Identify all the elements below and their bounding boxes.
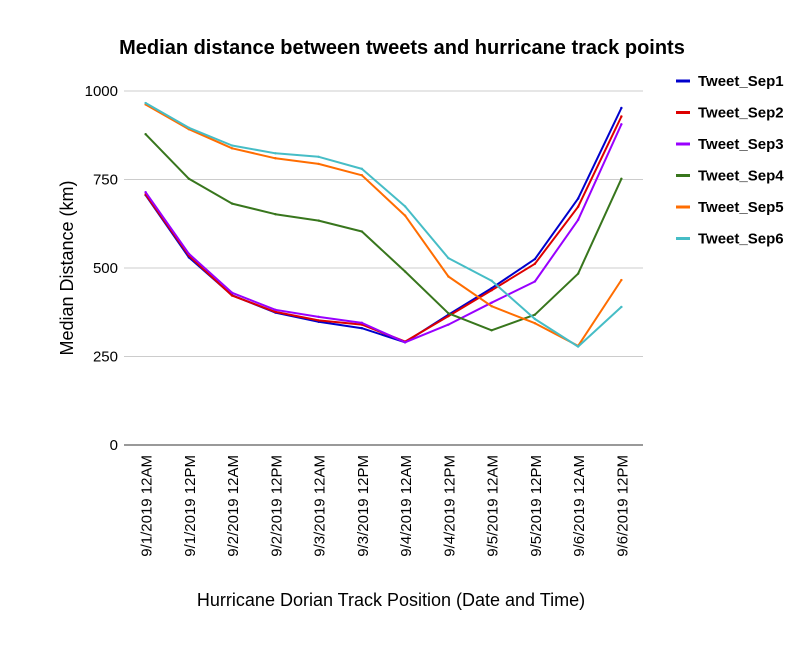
data-point: [187, 126, 191, 130]
legend-label: Tweet_Sep3: [698, 136, 784, 153]
y-tick-label: 250: [93, 349, 118, 366]
x-tick-label: 9/6/2019 12AM: [571, 455, 588, 557]
legend-label: Tweet_Sep6: [698, 231, 784, 248]
data-point: [576, 218, 580, 222]
data-point: [317, 162, 320, 166]
data-point: [317, 315, 320, 319]
x-tick-label: 9/4/2019 12PM: [441, 455, 458, 557]
x-tick-label: 9/2/2019 12AM: [225, 455, 242, 557]
data-point: [360, 326, 364, 330]
gridlines: [124, 90, 643, 357]
y-tick-label: 0: [110, 437, 118, 454]
data-point: [620, 305, 623, 309]
data-point: [447, 314, 450, 318]
data-point: [490, 329, 493, 332]
data-point: [317, 219, 320, 222]
y-axis-title: Median Distance (km): [57, 180, 77, 355]
data-point: [447, 256, 450, 260]
x-tick-label: 9/2/2019 12PM: [268, 455, 285, 557]
data-point: [576, 205, 580, 208]
series-line-tweet-sep4: [144, 133, 623, 332]
data-point: [447, 275, 450, 278]
data-point: [533, 280, 537, 283]
x-tick-label: 9/1/2019 12PM: [182, 455, 199, 557]
data-point: [620, 177, 623, 180]
series-line-tweet-sep6: [144, 102, 623, 348]
data-point: [274, 157, 277, 160]
data-point: [187, 252, 191, 256]
data-point: [533, 262, 537, 265]
data-point: [403, 205, 407, 208]
data-point: [144, 101, 147, 105]
chart-title: Median distance between tweets and hurri…: [119, 37, 685, 59]
data-point: [490, 305, 493, 308]
data-point: [533, 322, 537, 325]
data-point: [274, 308, 277, 311]
legend-label: Tweet_Sep5: [698, 199, 784, 216]
data-point: [490, 279, 493, 282]
x-tick-label: 9/1/2019 12AM: [139, 455, 156, 557]
y-tick-label: 500: [93, 260, 118, 277]
data-point: [317, 319, 320, 322]
data-point: [447, 323, 450, 326]
y-tick-label: 1000: [85, 83, 118, 100]
legend-label: Tweet_Sep1: [698, 73, 784, 90]
data-point: [403, 341, 407, 344]
series-lines: [144, 101, 623, 348]
data-point: [576, 272, 580, 275]
data-point: [490, 301, 493, 304]
data-point: [576, 345, 580, 348]
data-point: [187, 177, 191, 180]
data-point: [620, 123, 623, 126]
data-point: [274, 212, 277, 216]
data-point: [533, 313, 537, 316]
y-tick-label: 750: [93, 172, 118, 189]
data-point: [360, 167, 364, 171]
data-point: [403, 214, 407, 217]
data-point: [230, 291, 234, 294]
legend-label: Tweet_Sep2: [698, 105, 784, 122]
data-point: [230, 202, 234, 205]
series-line-tweet-sep2: [144, 115, 623, 343]
x-tick-label: 9/3/2019 12AM: [312, 455, 329, 557]
series-line-tweet-sep1: [144, 107, 623, 344]
data-point: [620, 106, 623, 110]
data-point: [447, 312, 450, 315]
data-point: [533, 317, 537, 321]
series-line-tweet-sep3: [144, 123, 623, 344]
x-tick-label: 9/4/2019 12AM: [398, 455, 415, 557]
data-point: [317, 155, 320, 159]
data-point: [360, 174, 364, 177]
data-point: [144, 132, 147, 136]
legend: Tweet_Sep1 Tweet_Sep2 Tweet_Sep3 Tweet_Sep4…: [676, 73, 784, 248]
data-point: [274, 310, 277, 314]
data-point: [403, 270, 407, 273]
data-point: [360, 321, 364, 325]
series-line-tweet-sep5: [144, 103, 623, 347]
data-point: [576, 197, 580, 200]
x-tick-label: 9/6/2019 12PM: [614, 455, 631, 557]
data-point: [620, 115, 623, 118]
axes: 0 250 500 750 1000 9/1/2019 12AM 9/1/2019 12PM…: [85, 83, 643, 557]
data-point: [230, 147, 234, 150]
data-point: [620, 278, 623, 282]
data-point: [533, 257, 537, 261]
data-point: [230, 144, 234, 147]
legend-label: Tweet_Sep4: [698, 168, 784, 185]
x-tick-label: 9/3/2019 12PM: [355, 455, 372, 557]
data-point: [274, 152, 277, 155]
data-point: [360, 230, 364, 233]
data-point: [144, 191, 147, 194]
x-axis-title: Hurricane Dorian Track Position (Date an…: [197, 590, 585, 610]
x-tick-label: 9/5/2019 12AM: [485, 455, 502, 557]
data-point: [490, 289, 493, 292]
x-tick-label: 9/5/2019 12PM: [528, 455, 545, 557]
data-point: [230, 294, 234, 297]
